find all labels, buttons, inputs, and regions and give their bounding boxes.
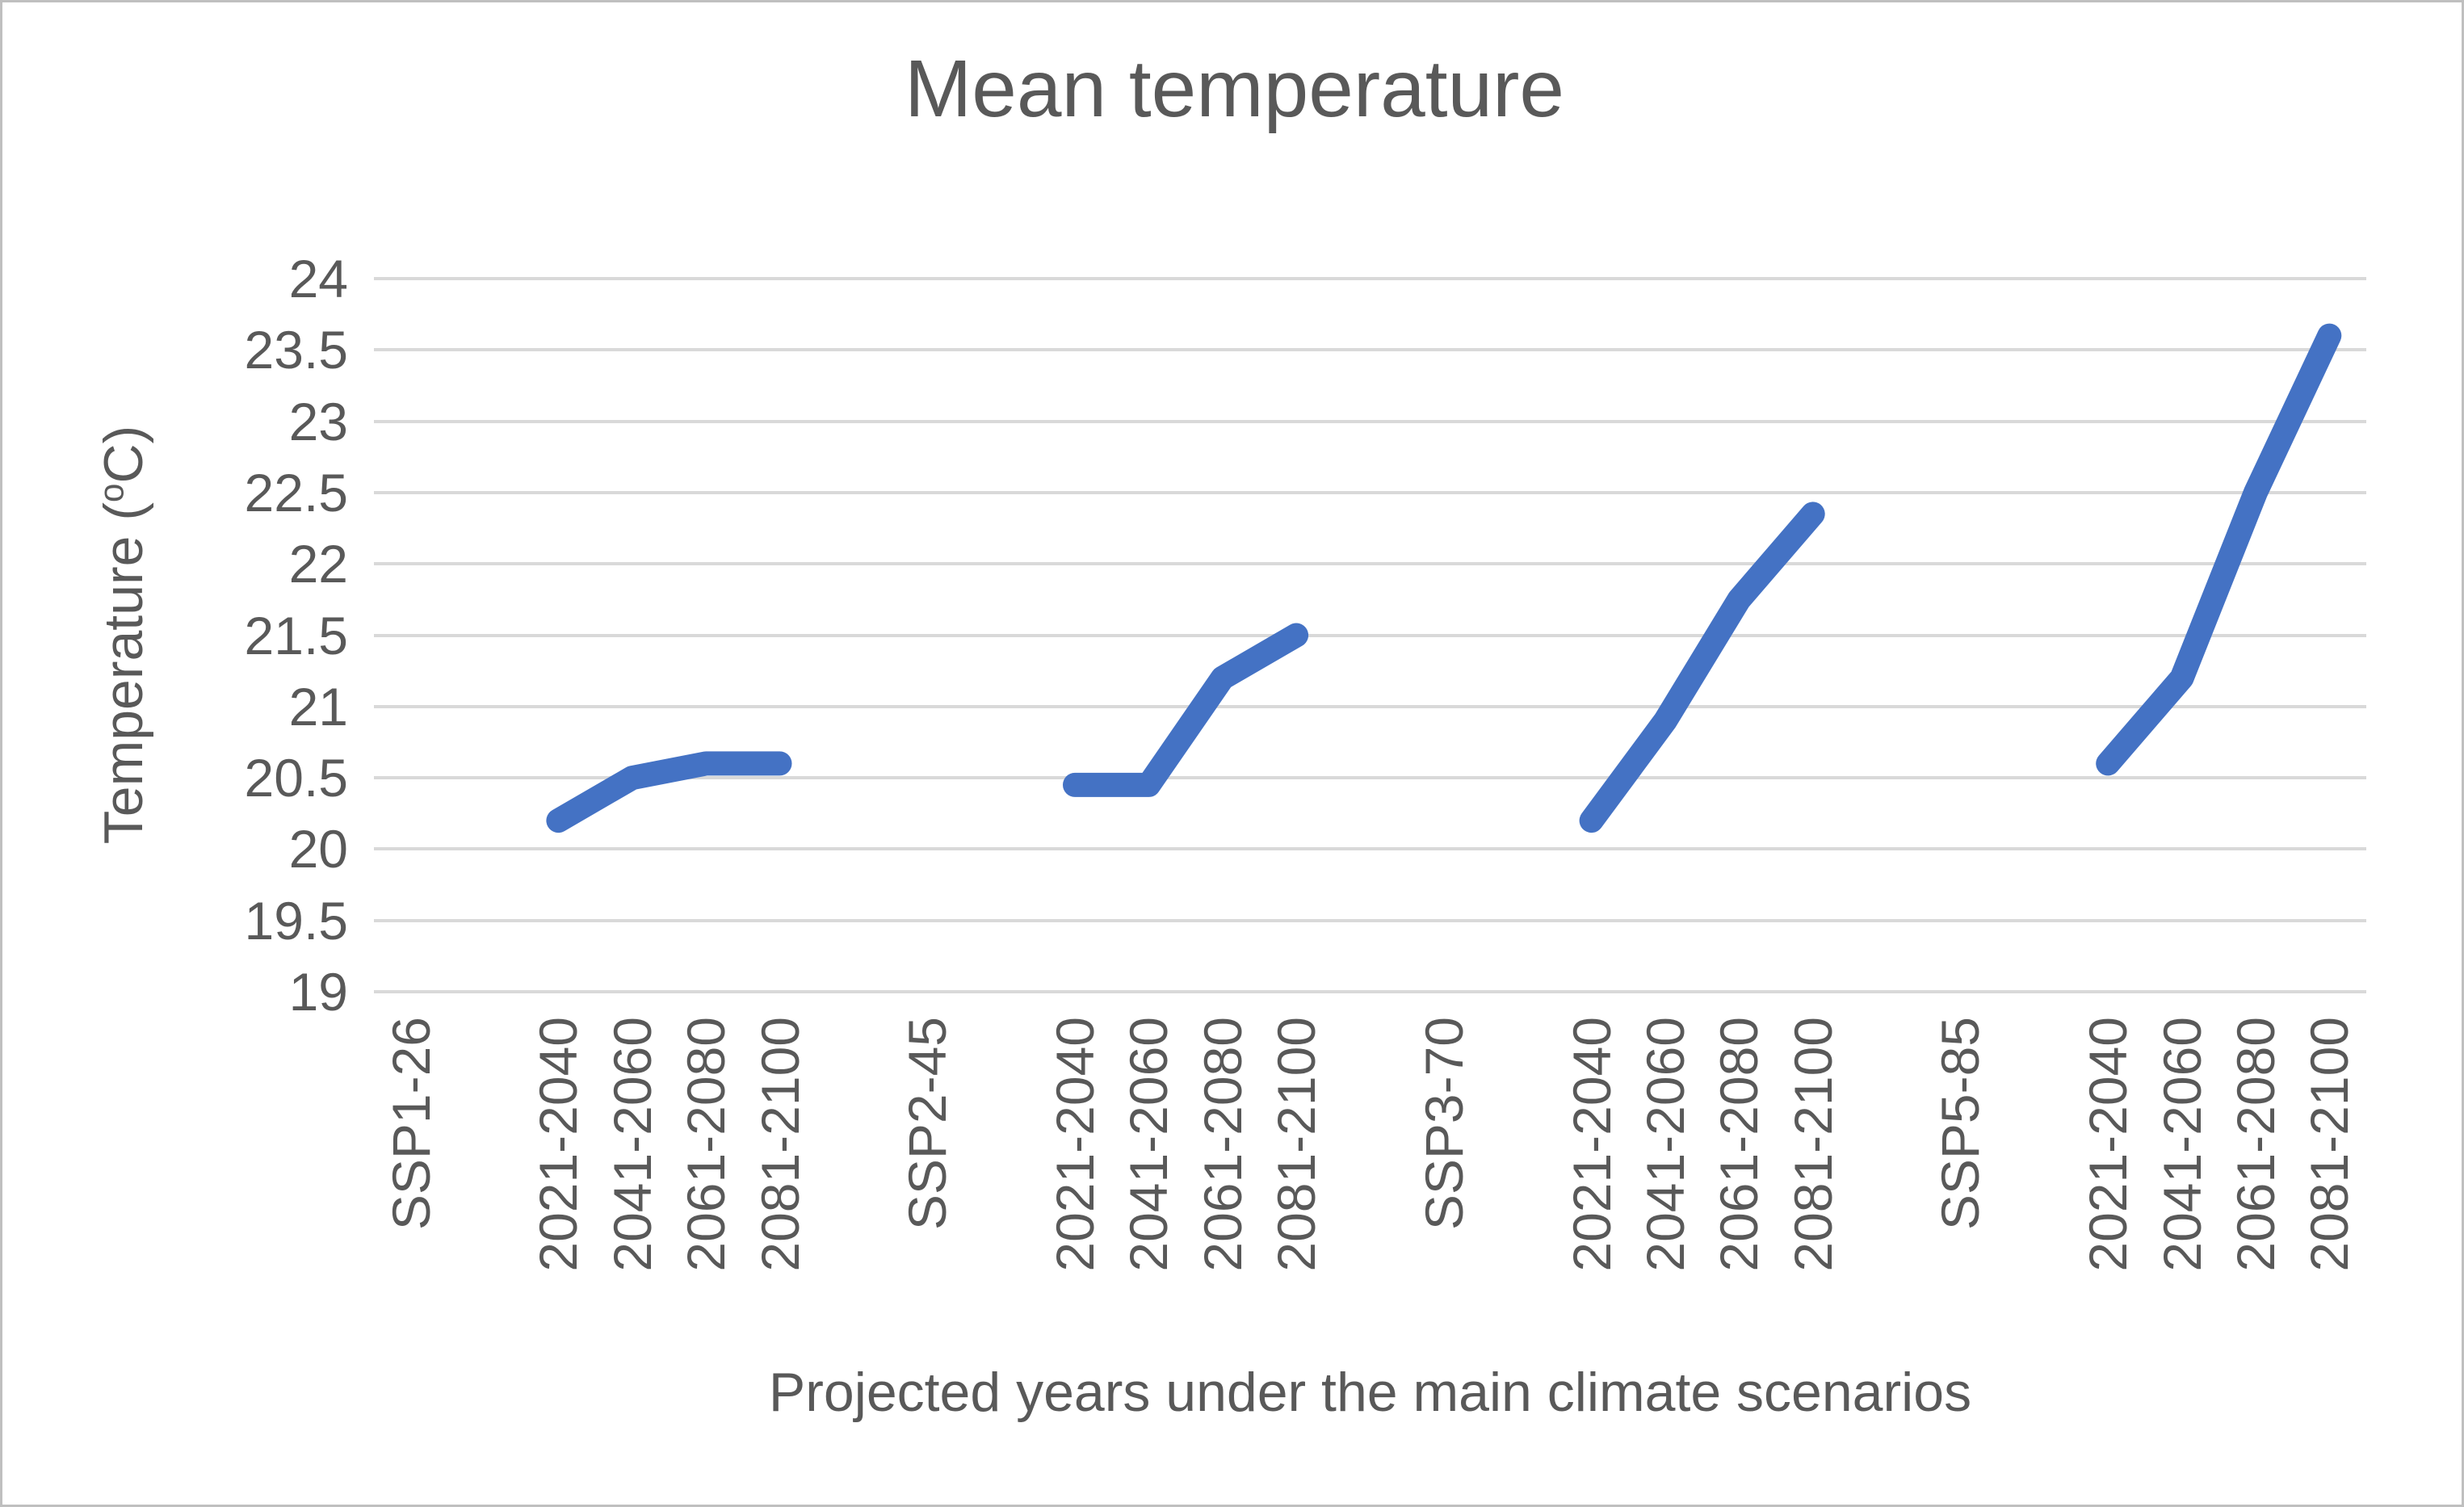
x-tick-label: 2021-2040 (2078, 1017, 2139, 1272)
x-tick-label: 2061-2080 (1709, 1017, 1769, 1272)
y-tick-label: 19.5 (244, 890, 348, 951)
x-tick-label: 2081-2100 (749, 1017, 810, 1272)
x-tick-label: SSP2-45 (897, 1017, 958, 1231)
y-tick-label: 21.5 (244, 605, 348, 665)
series-line-segment (1579, 502, 1825, 833)
y-tick-label: 22 (288, 534, 348, 594)
x-tick-label: 2061-2080 (2225, 1017, 2286, 1272)
x-tick-label: 2081-2100 (2299, 1017, 2360, 1272)
x-tick-label: 2041-2060 (1119, 1017, 1179, 1272)
y-tick-label: 19 (288, 962, 348, 1022)
x-tick-label: SSP3-70 (1413, 1017, 1474, 1231)
y-tick-label: 20.5 (244, 748, 348, 808)
series-line-segment (2096, 323, 2342, 776)
gridline (374, 348, 2366, 352)
x-axis-title: Projected years under the main climate s… (768, 1362, 1972, 1423)
gridline (374, 918, 2366, 922)
gridline (374, 704, 2366, 708)
x-tick-label: 2021-2040 (1045, 1017, 1106, 1272)
x-tick-label: 2021-2040 (1561, 1017, 1622, 1272)
gridline (374, 277, 2366, 280)
y-axis-title-text: Temperature ( (93, 502, 154, 845)
x-tick-label: 2021-2040 (528, 1017, 589, 1272)
x-tick-label: 2041-2060 (2151, 1017, 2212, 1272)
y-tick-label: 21 (288, 676, 348, 737)
series-line-segment (546, 751, 792, 833)
y-tick-label: 24 (288, 249, 348, 309)
y-tick-label: 22.5 (244, 462, 348, 523)
chart-title: Mean temperature (904, 44, 1565, 134)
x-tick-label: 2061-2080 (1192, 1017, 1253, 1272)
x-tick-label: SSP1-26 (380, 1017, 441, 1231)
gridline (374, 633, 2366, 637)
gridline (374, 490, 2366, 494)
gridline (374, 776, 2366, 780)
x-tick-label: 2041-2060 (1635, 1017, 1695, 1272)
degree-superscript: o (92, 483, 131, 502)
y-axis-title: Temperature (oC) (91, 271, 156, 998)
y-axis-title-unit: C) (93, 425, 154, 484)
y-tick-label: 23 (288, 391, 348, 451)
x-tick-label: 2081-2100 (1266, 1017, 1327, 1272)
x-tick-label: 2041-2060 (602, 1017, 662, 1272)
x-tick-label: 2061-2080 (676, 1017, 737, 1272)
x-tick-label: 2081-2100 (1782, 1017, 1843, 1272)
series-line-segment (1063, 623, 1309, 797)
y-tick-label: 23.5 (244, 320, 348, 380)
x-tick-label: SSP5-85 (1930, 1017, 1991, 1231)
gridline (374, 419, 2366, 423)
gridline (374, 562, 2366, 566)
gridline (374, 990, 2366, 993)
y-tick-label: 20 (288, 819, 348, 879)
gridline (374, 847, 2366, 851)
